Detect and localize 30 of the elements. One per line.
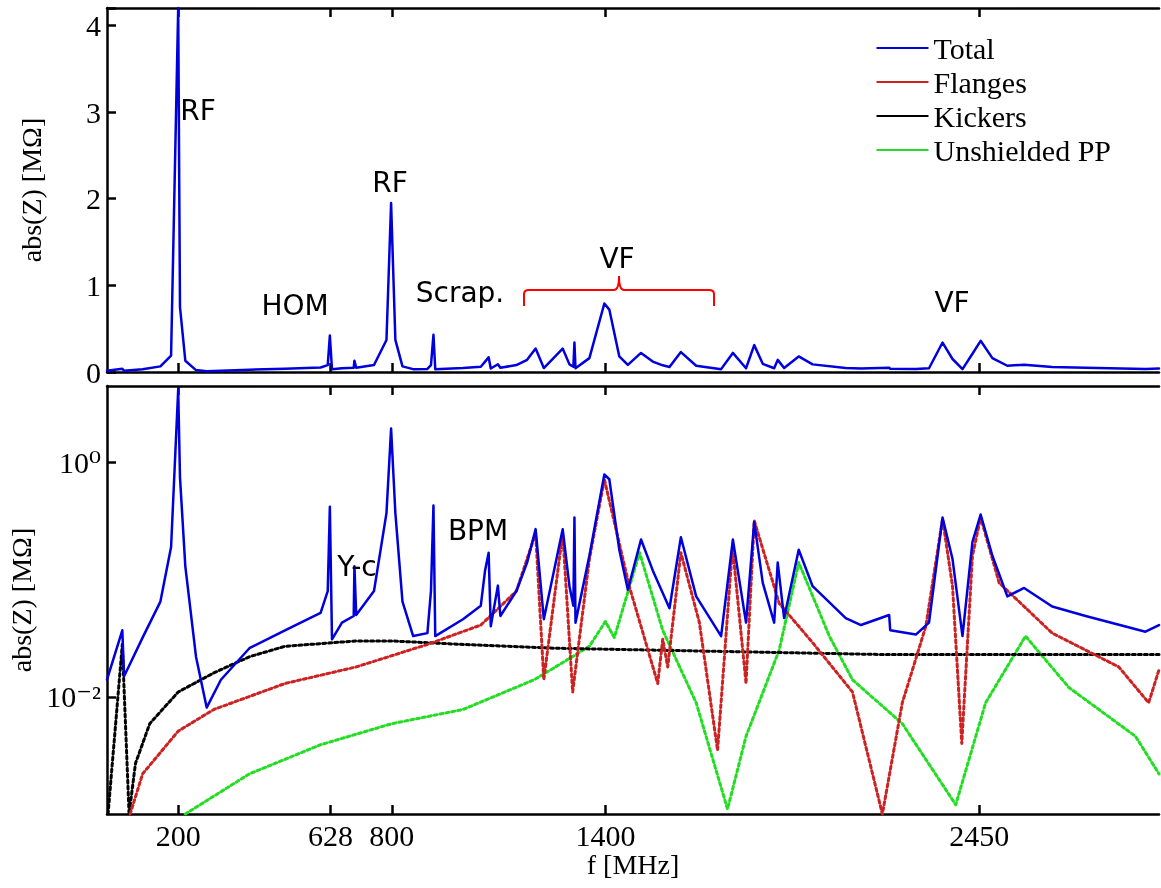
y-tick-label: 2 <box>86 182 101 216</box>
x-axis-title: f [MHz] <box>586 849 680 881</box>
x-tick-label: 1400 <box>575 818 636 852</box>
annotation: VF <box>599 241 635 275</box>
line-series <box>128 477 1161 816</box>
legend-label: Unshielded PP <box>933 133 1112 167</box>
y-tick-label: 1 <box>86 268 101 302</box>
annotation: RF <box>180 93 216 127</box>
y-tick-label: 10⁻² <box>46 680 101 714</box>
line-series <box>105 6 1161 373</box>
x-tick-label: 200 <box>155 818 201 852</box>
annotation: VF <box>934 285 970 319</box>
y-tick-label: 0 <box>86 355 101 389</box>
y-axis-title: abs(Z) [MΩ] <box>5 527 37 673</box>
legend-label: Total <box>933 31 995 65</box>
y-tick-label: 3 <box>86 95 101 129</box>
x-tick-label: 800 <box>369 818 415 852</box>
annotation: Y-c <box>336 549 377 583</box>
annotation: HOM <box>261 288 329 322</box>
y-tick-label: 10⁰ <box>58 446 101 480</box>
legend-label: Flanges <box>933 65 1027 99</box>
annotation: BPM <box>447 513 509 547</box>
annotation: Scrap. <box>415 275 505 309</box>
x-tick-label: 628 <box>308 818 354 852</box>
line-series <box>183 551 1161 816</box>
y-axis-title: abs(Z) [MΩ] <box>15 117 47 263</box>
legend-label: Kickers <box>933 99 1027 133</box>
y-tick-label: 4 <box>86 8 101 42</box>
annotation: RF <box>372 165 408 199</box>
x-tick-label: 2450 <box>949 818 1010 852</box>
